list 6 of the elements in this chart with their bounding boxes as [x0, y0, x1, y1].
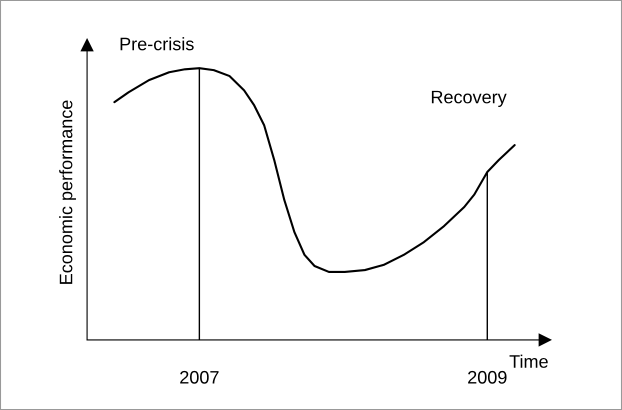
x-tick-label: 2009 [468, 370, 507, 384]
x-tick-label: 2007 [180, 370, 219, 384]
y-axis-title: Economic performance [59, 100, 76, 284]
x-axis-title: Time [510, 354, 548, 368]
annotation: Recovery [432, 90, 507, 108]
text: Pre-crisis [120, 37, 194, 50]
